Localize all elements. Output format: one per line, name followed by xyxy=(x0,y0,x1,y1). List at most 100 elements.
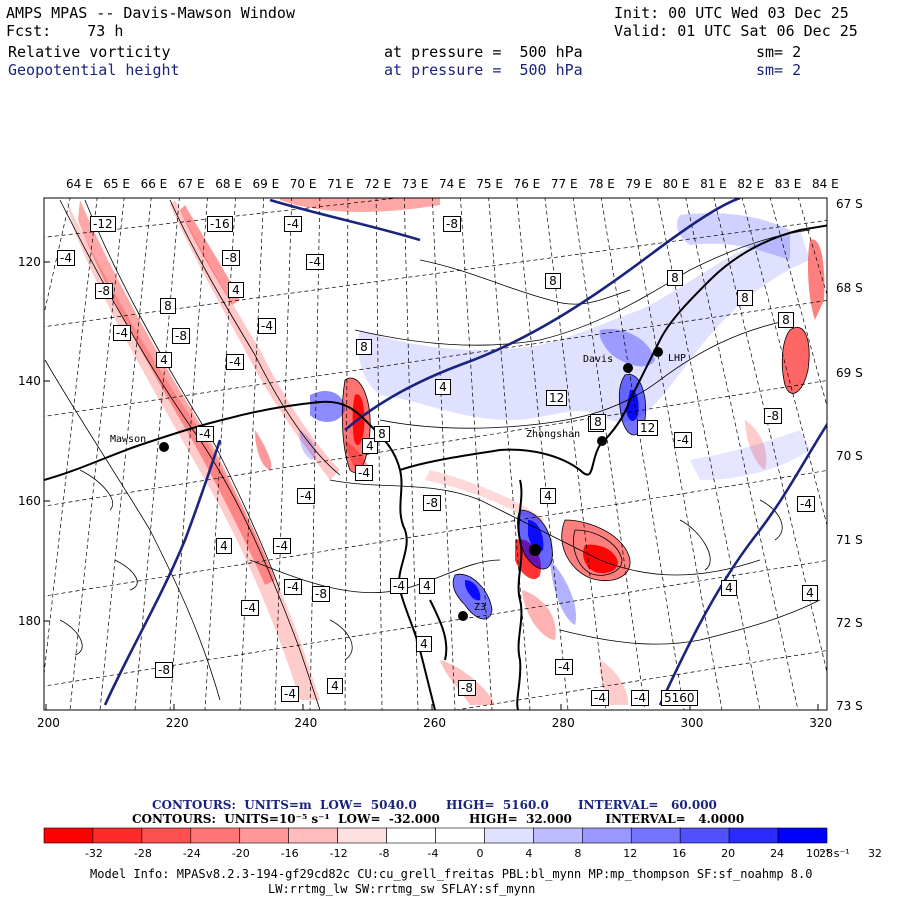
model-info: Model Info: MPASv8.2.3-194-gf29cd82c CU:… xyxy=(90,867,813,881)
colorbar-swatch xyxy=(288,827,338,844)
lon-label: 83 E xyxy=(774,177,802,191)
colorbar-tick-label: 16 xyxy=(672,847,687,860)
lon-label: 65 E xyxy=(103,177,130,191)
lon-label: 66 E xyxy=(140,177,168,191)
y-tick-label: 120 xyxy=(18,255,41,269)
y-tick-label: 180 xyxy=(18,614,41,628)
contour-label: -8 xyxy=(155,662,173,678)
lon-label: 74 E xyxy=(439,177,466,191)
colorbar-tick-label: 28 xyxy=(819,847,833,860)
colorbar-swatch xyxy=(43,827,94,844)
lon-label: 78 E xyxy=(588,177,615,191)
colorbar-tick-label: 20 xyxy=(721,847,736,860)
lon-label: 71 E xyxy=(327,177,354,191)
contour-label: -8 xyxy=(222,250,240,266)
station-label-zhongshan: Zhongshan xyxy=(526,429,581,440)
station-label-lhp: LHP xyxy=(668,353,687,364)
colorbar-tick-label: -4 xyxy=(427,847,439,860)
contour-label: 4 xyxy=(156,352,172,368)
vorticity-contours xyxy=(44,199,821,710)
axis-ticks xyxy=(44,261,819,710)
contour-label: -4 xyxy=(284,216,302,232)
lon-label: 75 E xyxy=(476,177,503,191)
lon-label: 77 E xyxy=(550,177,578,191)
lat-label: 69 S xyxy=(836,366,863,380)
colorbar-swatch xyxy=(728,827,779,844)
colorbar-swatch xyxy=(533,827,583,844)
colorbar-swatch xyxy=(679,827,730,844)
station-dot-inland xyxy=(529,544,541,556)
lon-label: 68 E xyxy=(215,177,242,191)
contour-label: 8 xyxy=(667,270,683,286)
lon-label: 82 E xyxy=(737,177,765,191)
contour-label: 8 xyxy=(778,312,794,328)
field2-smoothing: sm= 2 xyxy=(756,61,802,79)
contour-label: -4 xyxy=(306,254,324,270)
x-tick-label: 220 xyxy=(165,716,189,730)
contour-label: 8 xyxy=(737,290,753,306)
field1-level: at pressure = 500 hPa xyxy=(384,43,583,61)
colorbar-tick-label: -28 xyxy=(133,847,152,860)
lon-label: 73 E xyxy=(401,177,429,191)
contour-label: 4 xyxy=(802,585,818,601)
x-tick-label: 280 xyxy=(551,716,575,730)
colorbar-swatch xyxy=(239,827,289,844)
map-title: AMPS MPAS -- Davis-Mawson Window xyxy=(6,4,295,22)
station-dot-z3 xyxy=(458,611,468,621)
contour-label: -8 xyxy=(312,586,330,602)
contour-label: -8 xyxy=(423,495,441,511)
colorbar-tick-label: -12 xyxy=(329,847,348,860)
contour-label: 4 xyxy=(419,578,435,594)
station-dot-zhongshan xyxy=(597,436,607,446)
lat-label: 71 S xyxy=(836,533,863,547)
contour-label: 4 xyxy=(327,678,343,694)
contour-label: -4 xyxy=(57,250,75,266)
contour-label: 4 xyxy=(228,282,244,298)
contour-label: 4 xyxy=(540,488,556,504)
station-dot-davis xyxy=(623,363,633,373)
x-tick-label: 300 xyxy=(680,716,704,730)
contour-label: -4 xyxy=(196,426,214,442)
contour-label: -4 xyxy=(591,690,609,706)
contour-label: 5160 xyxy=(661,690,698,706)
colorbar-swatch xyxy=(582,827,632,844)
contour-label: 4 xyxy=(416,636,432,652)
contour-label: 8 xyxy=(160,298,176,314)
station-markers xyxy=(159,347,663,621)
field1-smoothing: sm= 2 xyxy=(756,43,802,61)
colorbar-tick-label: 32 xyxy=(867,847,882,860)
lat-label: 67 S xyxy=(836,197,863,211)
lon-label: 70 E xyxy=(289,177,317,191)
contour-label: -8 xyxy=(172,328,190,344)
lon-label: 76 E xyxy=(513,177,541,191)
plot-border xyxy=(43,197,828,711)
forecast-hour: Fcst: 73 h xyxy=(6,22,124,40)
lat-label: 68 S xyxy=(836,281,863,295)
contour-label: 8 xyxy=(590,414,606,430)
colorbar-tick-label: -32 xyxy=(84,847,103,860)
lon-label: 80 E xyxy=(662,177,690,191)
contour-label: 8 xyxy=(545,273,561,289)
colorbar-units: 10⁻⁵ s⁻¹ xyxy=(806,847,850,860)
contour-label: -4 xyxy=(284,579,302,595)
colorbar-swatch xyxy=(92,827,143,844)
colorbar-tick-label: -20 xyxy=(231,847,250,860)
contour-label: -8 xyxy=(443,216,461,232)
contour-label: -4 xyxy=(674,432,692,448)
contour-label: 4 xyxy=(435,379,451,395)
contour-label: -4 xyxy=(631,690,649,706)
contour-label: 12 xyxy=(637,420,659,436)
lat-label: 72 S xyxy=(836,616,863,630)
colorbar-tick-label: 8 xyxy=(574,847,582,860)
contour-label: 8 xyxy=(356,339,372,355)
lon-label: 64 E xyxy=(66,177,93,191)
contour-label: -4 xyxy=(226,354,244,370)
init-time: Init: 00 UTC Wed 03 Dec 25 xyxy=(614,4,849,22)
field2-level: at pressure = 500 hPa xyxy=(384,61,583,79)
contour-label: 8 xyxy=(374,426,390,442)
contour-label: -4 xyxy=(281,686,299,702)
colorbar-swatch xyxy=(435,827,485,844)
height-contours xyxy=(103,198,827,706)
lat-lon-grid xyxy=(44,198,827,710)
